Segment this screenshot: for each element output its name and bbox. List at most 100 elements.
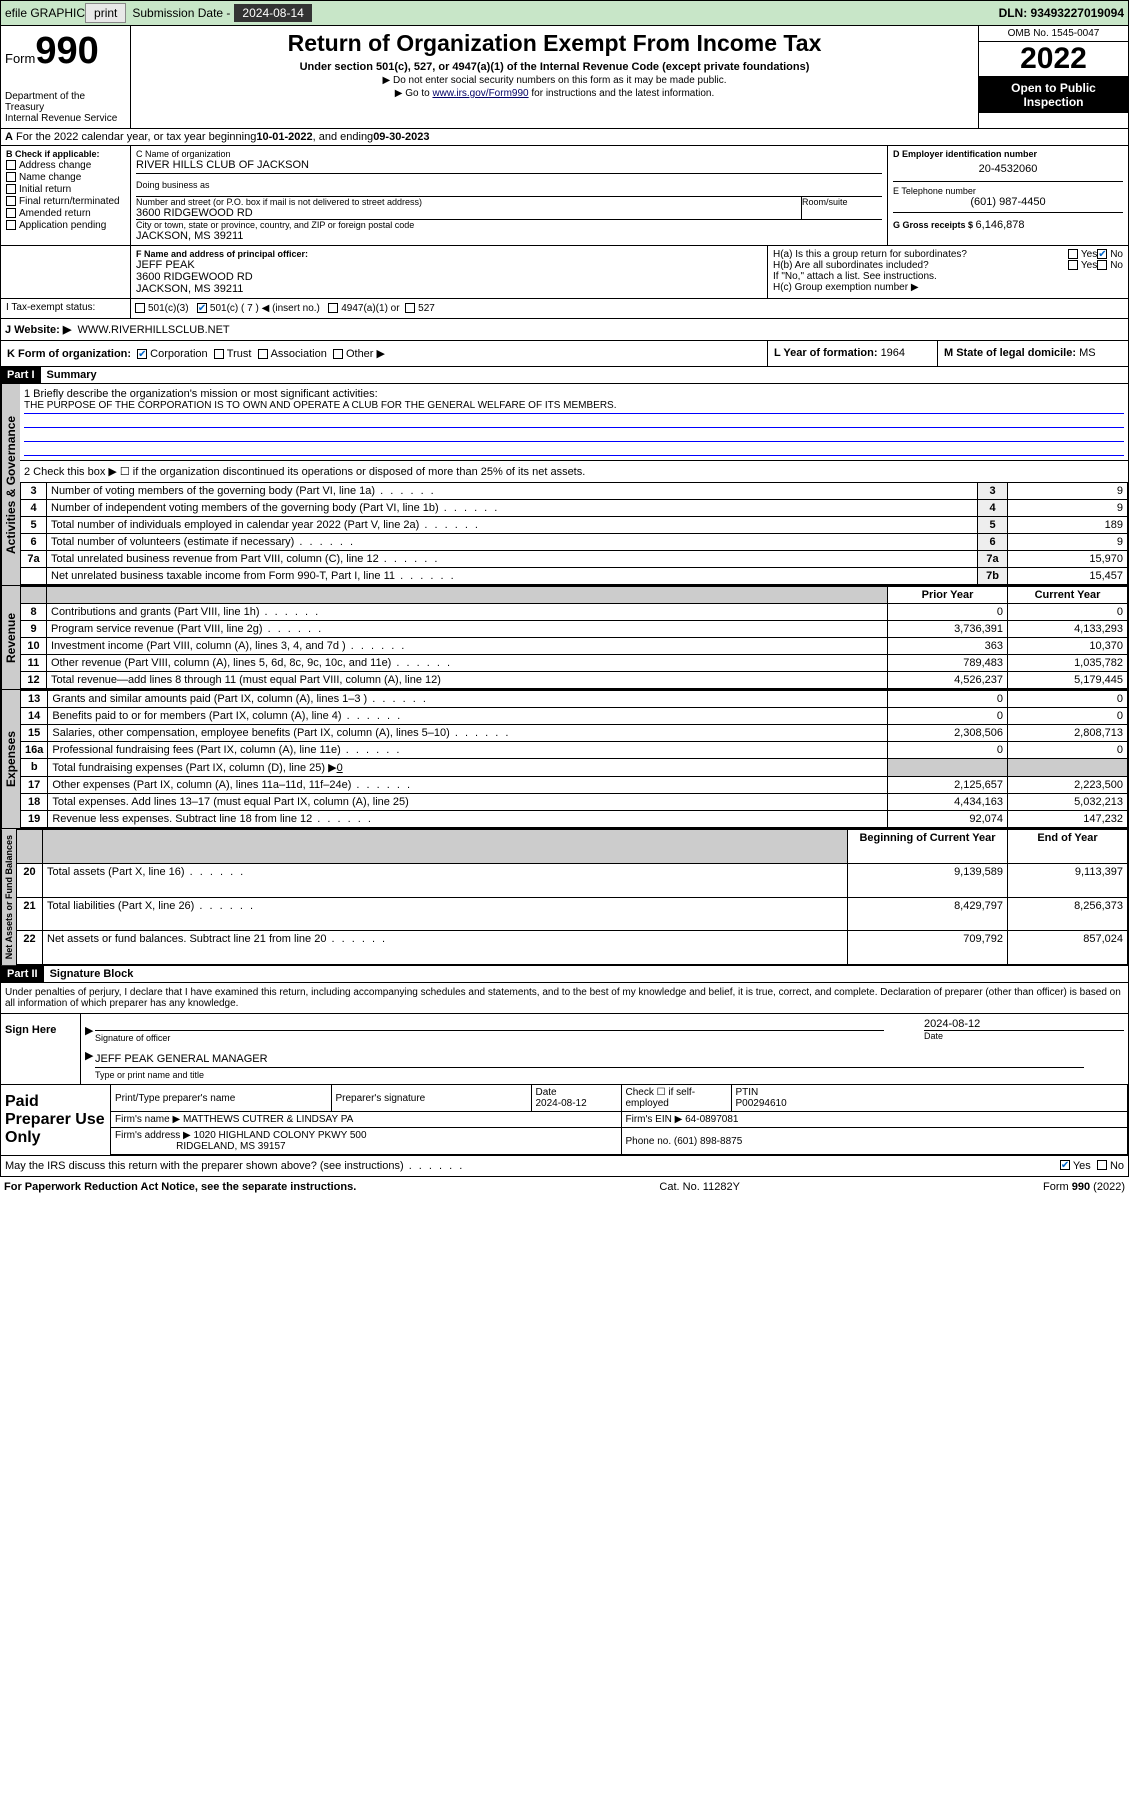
preparer-block: Paid Preparer Use Only Print/Type prepar… [0, 1085, 1129, 1156]
form-word: Form [5, 51, 35, 66]
ck-trust[interactable] [214, 349, 224, 359]
state-domicile: MS [1079, 347, 1096, 359]
sign-here-label: Sign Here [1, 1014, 81, 1084]
box-e-label: E Telephone number [893, 186, 1123, 196]
discuss-line: May the IRS discuss this return with the… [0, 1156, 1129, 1177]
instr-post: for instructions and the latest informat… [529, 88, 715, 99]
l11-prior: 789,483 [888, 655, 1008, 672]
irs-link[interactable]: www.irs.gov/Form990 [432, 88, 528, 99]
l14-prior: 0 [888, 708, 1008, 725]
l18-text: Total expenses. Add lines 13–17 (must eq… [48, 794, 888, 811]
officer-addr2: JACKSON, MS 39211 [136, 283, 762, 295]
lbl-name-change: Name change [19, 172, 81, 183]
box-d-label: D Employer identification number [893, 149, 1123, 159]
firm-name: MATTHEWS CUTRER & LINDSAY PA [183, 1114, 353, 1125]
header-block-bcdeg: B Check if applicable: Address change Na… [0, 146, 1129, 246]
officer-addr1: 3600 RIDGEWOOD RD [136, 271, 762, 283]
mission-blank3 [24, 442, 1124, 456]
arrow-icon-2: ▶ [85, 1049, 93, 1062]
l21-end: 8,256,373 [1008, 897, 1128, 931]
form-990: 990 [35, 30, 98, 72]
instr-link: ▶ Go to www.irs.gov/Form990 for instruct… [135, 88, 974, 99]
open-inspection: Open to Public Inspection [979, 77, 1128, 113]
l5-text: Total number of individuals employed in … [47, 517, 978, 534]
efile-label: efile GRAPHIC [5, 6, 85, 20]
part2-title: Signature Block [44, 966, 140, 982]
firm-addr1: 1020 HIGHLAND COLONY PKWY 500 [194, 1130, 367, 1141]
box-g-label: G Gross receipts $ [893, 220, 976, 230]
topbar: efile GRAPHIC print Submission Date - 20… [0, 0, 1129, 26]
firm-ein-label: Firm's EIN ▶ [626, 1114, 683, 1125]
l8-prior: 0 [888, 604, 1008, 621]
period-pre: For the 2022 calendar year, or tax year … [16, 131, 256, 143]
hc-label: H(c) Group exemption number ▶ [773, 282, 1123, 293]
ck-hb-yes[interactable] [1068, 260, 1078, 270]
l3-val: 9 [1008, 483, 1128, 500]
revenue-table: Prior YearCurrent Year 8Contributions an… [20, 586, 1128, 689]
street: 3600 RIDGEWOOD RD [136, 207, 801, 219]
l19-prior: 92,074 [888, 811, 1008, 828]
street-label: Number and street (or P.O. box if mail i… [136, 197, 801, 207]
gross-receipts: 6,146,878 [976, 219, 1025, 231]
prep-date: 2024-08-12 [536, 1098, 587, 1109]
city: JACKSON, MS 39211 [136, 230, 882, 242]
sign-date-label: Date [924, 1030, 1124, 1041]
ck-initial-return[interactable] [6, 184, 16, 194]
ck-corp[interactable] [137, 349, 147, 359]
preparer-label: Paid Preparer Use Only [1, 1085, 111, 1155]
net-table: Beginning of Current YearEnd of Year 20T… [16, 829, 1128, 965]
ck-ha-no[interactable] [1097, 249, 1107, 259]
ck-address-change[interactable] [6, 160, 16, 170]
lbl-yes: Yes [1081, 249, 1097, 260]
officer-name: JEFF PEAK [136, 259, 762, 271]
prep-h2: Preparer's signature [331, 1085, 531, 1112]
arrow-icon: ▶ [85, 1024, 93, 1037]
line-i: I Tax-exempt status: 501(c)(3) 501(c) ( … [0, 299, 1129, 319]
l12-curr: 5,179,445 [1008, 672, 1128, 689]
l16b-text: Total fundraising expenses (Part IX, col… [48, 759, 888, 777]
ck-ha-yes[interactable] [1068, 249, 1078, 259]
ck-hb-no[interactable] [1097, 260, 1107, 270]
l10-curr: 10,370 [1008, 638, 1128, 655]
ck-501c3[interactable] [135, 303, 145, 313]
ck-4947[interactable] [328, 303, 338, 313]
ck-final-return[interactable] [6, 196, 16, 206]
ck-name-change[interactable] [6, 172, 16, 182]
form-header: Form990 Department of the Treasury Inter… [0, 26, 1129, 129]
ck-501c[interactable] [197, 303, 207, 313]
ck-assoc[interactable] [258, 349, 268, 359]
ck-amended-return[interactable] [6, 208, 16, 218]
hb-note: If "No," attach a list. See instructions… [773, 271, 1123, 282]
ck-discuss-yes[interactable] [1060, 1160, 1070, 1170]
footer: For Paperwork Reduction Act Notice, see … [0, 1177, 1129, 1197]
ck-application-pending[interactable] [6, 220, 16, 230]
lbl-corp: Corporation [150, 348, 207, 360]
part1-header: Part I Summary [0, 367, 1129, 384]
l8-curr: 0 [1008, 604, 1128, 621]
ck-527[interactable] [405, 303, 415, 313]
website: WWW.RIVERHILLSCLUB.NET [77, 324, 229, 336]
prep-h5: PTIN [736, 1087, 759, 1098]
part2-header: Part II Signature Block [0, 966, 1129, 983]
period-begin: 10-01-2022 [256, 131, 312, 143]
ck-other[interactable] [333, 349, 343, 359]
l3-text: Number of voting members of the governin… [47, 483, 978, 500]
l17-prior: 2,125,657 [888, 777, 1008, 794]
submission-label: Submission Date - [132, 6, 230, 20]
l11-curr: 1,035,782 [1008, 655, 1128, 672]
hdr-begin: Beginning of Current Year [848, 830, 1008, 864]
name-title-label: Type or print name and title [95, 1070, 1124, 1080]
lbl-final-return: Final return/terminated [19, 196, 120, 207]
section-governance: Activities & Governance 1 Briefly descri… [0, 384, 1129, 586]
line-klm: K Form of organization: Corporation Trus… [0, 341, 1129, 367]
print-button[interactable]: print [85, 3, 126, 23]
discuss-yes: Yes [1073, 1160, 1091, 1172]
vtab-governance: Activities & Governance [1, 384, 20, 585]
l22-text: Net assets or fund balances. Subtract li… [43, 931, 848, 965]
l19-curr: 147,232 [1008, 811, 1128, 828]
l5-val: 189 [1008, 517, 1128, 534]
ck-discuss-no[interactable] [1097, 1160, 1107, 1170]
line-2: 2 Check this box ▶ ☐ if the organization… [20, 461, 1128, 482]
l11-text: Other revenue (Part VIII, column (A), li… [47, 655, 888, 672]
vtab-revenue: Revenue [1, 586, 20, 689]
